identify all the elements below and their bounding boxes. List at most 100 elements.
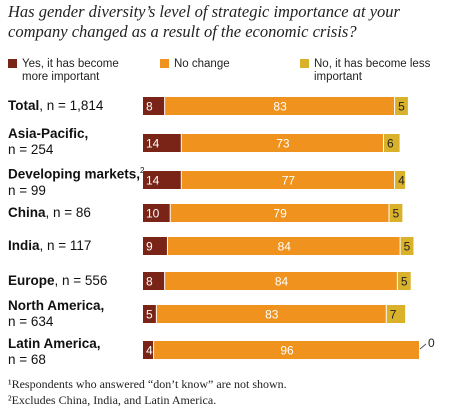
row-name: Latin America,	[8, 336, 101, 351]
segment-divider	[166, 237, 169, 255]
bar-segment-more	[143, 171, 182, 189]
bar-segment-less	[389, 204, 404, 222]
data-label-more: 5	[146, 308, 153, 322]
row-label-latin-america: Latin America, n = 68	[8, 336, 148, 368]
bar-segment-no-change	[181, 171, 396, 189]
data-label-no-change: 79	[273, 207, 287, 221]
data-label-less: 5	[398, 100, 405, 114]
segment-divider	[394, 171, 396, 189]
footnote-1: ¹Respondents who answered “don’t know” a…	[8, 377, 287, 391]
bar-segment-less	[400, 237, 415, 255]
zero-leader-line	[419, 343, 427, 350]
bar-segment-more	[143, 204, 171, 222]
data-label-less: 6	[387, 137, 394, 151]
bar-segment-no-change	[156, 305, 387, 323]
row-name: North America,	[8, 298, 105, 313]
data-label-more: 14	[146, 137, 160, 151]
data-label-no-change: 96	[280, 344, 294, 358]
bar-segment-more	[143, 305, 157, 323]
row-n: n = 254	[8, 142, 54, 157]
row-name: Developing markets,	[8, 166, 141, 182]
data-label-no-change: 73	[276, 137, 290, 151]
row-n: , n = 86	[45, 205, 91, 220]
row-label-north-america: North America, n = 634	[8, 298, 148, 330]
segment-divider	[388, 204, 391, 222]
data-label-more: 10	[146, 207, 160, 221]
segment-divider	[153, 341, 155, 359]
bar-segment-less	[397, 272, 412, 290]
legend-label-less: No, it has become less important	[314, 58, 431, 83]
row-n: , n = 556	[54, 273, 108, 288]
row-label-developing-markets: Developing markets,2 n = 99	[8, 163, 148, 199]
bar-segment-less	[386, 305, 407, 323]
bar-segment-no-change	[165, 97, 396, 115]
segment-divider	[180, 134, 183, 152]
data-label-more: 4	[146, 344, 153, 358]
bar-segment-less	[383, 134, 401, 152]
segment-divider	[399, 134, 402, 152]
data-label-more: 14	[146, 174, 160, 188]
segment-divider	[402, 204, 404, 222]
segment-divider	[164, 97, 166, 115]
bar-segment-less	[395, 171, 407, 189]
row-n: n = 68	[8, 352, 46, 367]
data-label-less: 0	[428, 336, 435, 350]
row-n: , n = 1,814	[39, 98, 104, 113]
segment-divider	[399, 237, 402, 255]
data-label-less: 5	[393, 207, 400, 221]
footnotes: ¹Respondents who answered “don’t know” a…	[8, 376, 444, 408]
row-n: n = 99	[8, 182, 46, 198]
legend-swatch-more	[8, 59, 17, 68]
segment-divider	[410, 272, 413, 290]
data-label-more: 8	[146, 100, 153, 114]
bar-segment-no-change	[165, 272, 398, 290]
legend-label-more: Yes, it has become more important	[22, 58, 119, 83]
segment-divider	[169, 204, 172, 222]
row-label-china: China, n = 86	[8, 205, 148, 221]
row-name: Europe	[8, 273, 55, 288]
segment-divider	[180, 171, 183, 189]
row-footnote-mark: 2	[140, 166, 145, 175]
row-label-india: India, n = 117	[8, 238, 148, 254]
bar-segment-no-change	[170, 204, 390, 222]
bar-segment-no-change	[154, 341, 420, 359]
data-label-less: 5	[401, 275, 408, 289]
segment-divider	[413, 237, 415, 255]
bar-segment-more	[143, 272, 166, 290]
bar-segment-more	[143, 237, 168, 255]
row-name: India	[8, 238, 40, 253]
row-name: China	[8, 205, 46, 220]
legend-label-no-change: No change	[174, 58, 230, 70]
data-label-more: 9	[146, 240, 153, 254]
chart-title: Has gender diversity’s level of strategi…	[8, 2, 400, 41]
data-label-no-change: 77	[282, 174, 296, 188]
row-name: Total	[8, 98, 40, 113]
segment-divider	[164, 272, 166, 290]
legend-swatch-no-change	[160, 59, 169, 68]
data-label-less: 7	[390, 308, 397, 322]
row-name: Asia-Pacific,	[8, 126, 89, 141]
data-label-no-change: 83	[265, 308, 279, 322]
segment-divider	[394, 97, 396, 115]
segment-divider	[407, 97, 410, 115]
data-label-less: 5	[404, 240, 411, 254]
row-label-total: Total, n = 1,814	[8, 98, 148, 114]
segment-divider	[155, 305, 158, 323]
row-n: n = 634	[8, 314, 54, 329]
segment-divider	[385, 305, 388, 323]
bar-segment-no-change	[181, 134, 384, 152]
segment-divider	[405, 171, 407, 189]
bar-segment-less	[395, 97, 409, 115]
row-label-asia-pacific: Asia-Pacific, n = 254	[8, 126, 148, 158]
bar-segment-more	[143, 134, 182, 152]
bar-segment-no-change	[167, 237, 401, 255]
segment-divider	[405, 305, 407, 323]
row-n: , n = 117	[39, 238, 92, 253]
data-label-no-change: 84	[275, 275, 289, 289]
segment-divider	[382, 134, 385, 152]
row-label-europe: Europe, n = 556	[8, 273, 148, 289]
data-label-no-change: 84	[278, 240, 292, 254]
data-label-less: 4	[398, 174, 405, 188]
data-label-no-change: 83	[273, 100, 287, 114]
